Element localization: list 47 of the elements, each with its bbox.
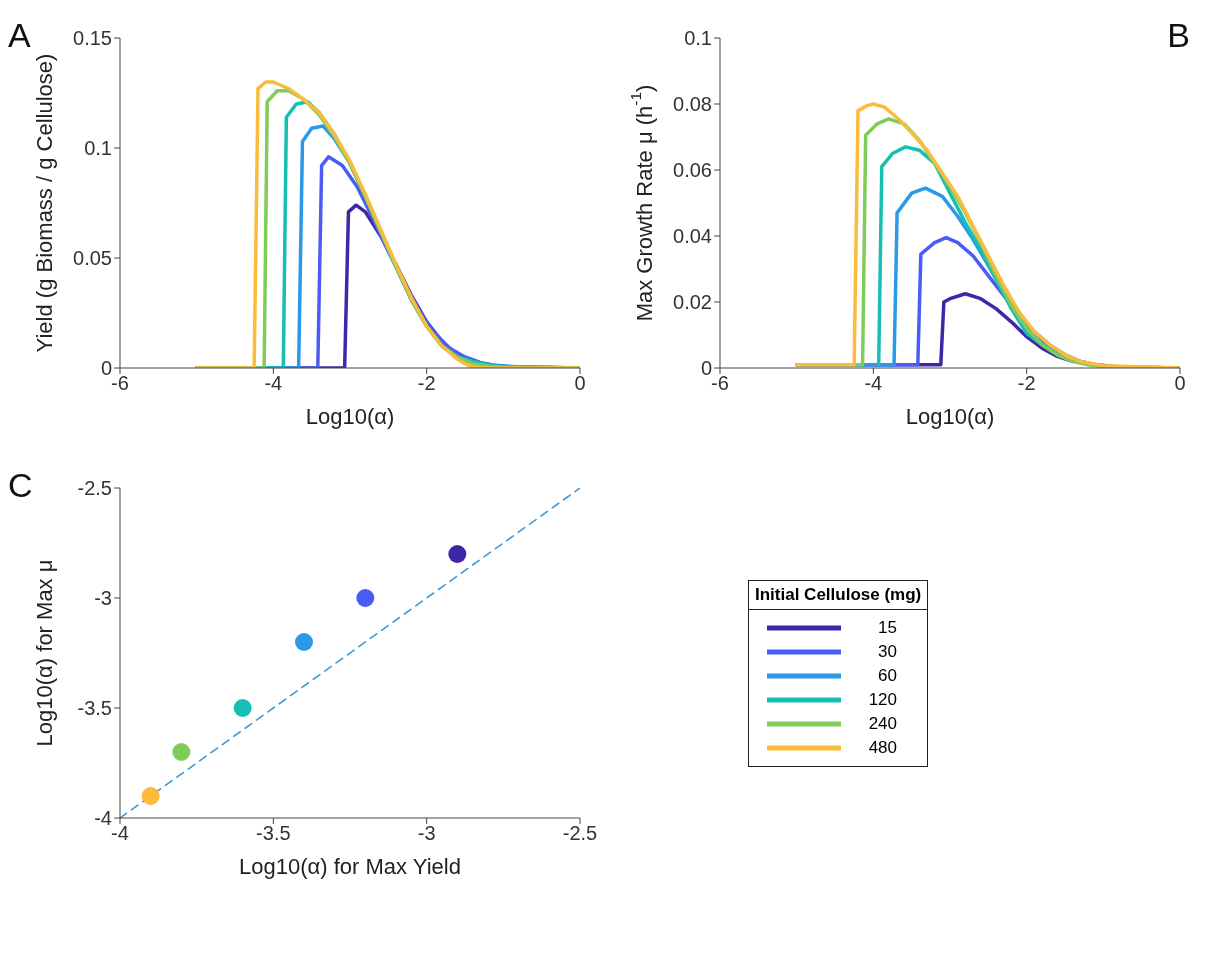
x-tick-label: -2.5	[562, 822, 598, 845]
point	[172, 743, 191, 761]
x-tick-label: -3	[417, 822, 436, 845]
y-tick-label: -3	[94, 587, 112, 610]
legend-label: 30	[877, 641, 897, 662]
y-tick-label: -4	[94, 807, 112, 830]
x-axis-title: Log10(α)	[905, 404, 995, 429]
x-tick-label: -3.5	[256, 822, 291, 845]
y-tick-label: 0.04	[673, 225, 712, 248]
x-tick-label: -2	[417, 372, 436, 395]
y-tick-label: 0	[100, 357, 112, 380]
text: C	[8, 466, 33, 505]
y-tick-label: 0.05	[73, 247, 112, 270]
legend-label: 15	[877, 617, 897, 638]
y-tick-label: 0.06	[673, 159, 712, 182]
y-tick-label: 0.1	[84, 137, 112, 160]
y-axis-title: Yield (g Biomass / g Cellulose)	[31, 53, 57, 353]
x-tick-label: -4	[111, 822, 129, 845]
x-tick-label: -6	[111, 372, 129, 395]
legend-label: 60	[877, 665, 897, 686]
y-axis-title: Log10(α) for Max μ	[31, 559, 57, 747]
text: A	[8, 16, 31, 55]
x-tick-label: -6	[711, 372, 729, 395]
point	[295, 633, 313, 651]
x-tick-label: 0	[574, 372, 586, 395]
y-tick-label: -2.5	[77, 477, 112, 500]
x-tick-label: -4	[264, 372, 283, 395]
y-tick-label: 0	[700, 357, 712, 380]
legend-label: 480	[867, 737, 897, 758]
legend-label: 240	[867, 713, 897, 734]
x-tick-label: 0	[1174, 372, 1186, 395]
y-tick-label: -3.5	[77, 697, 112, 720]
point	[233, 699, 252, 717]
x-axis-title: Log10(α)	[305, 404, 395, 429]
legend-label: 120	[867, 689, 897, 710]
legend-title: Initial Cellulose (mg)	[749, 580, 928, 610]
y-tick-label: 0.1	[684, 27, 712, 50]
x-tick-label: -2	[1017, 372, 1036, 395]
y-tick-label: 0.02	[673, 291, 712, 314]
annotation: B	[1167, 16, 1190, 55]
point	[448, 545, 467, 563]
point	[356, 589, 375, 607]
point	[141, 787, 160, 805]
x-axis-title: Log10(α) for Max Yield	[239, 854, 461, 879]
y-tick-label: 0.08	[673, 93, 712, 116]
y-tick-label: 0.15	[73, 27, 112, 50]
x-tick-label: -4	[864, 372, 883, 395]
